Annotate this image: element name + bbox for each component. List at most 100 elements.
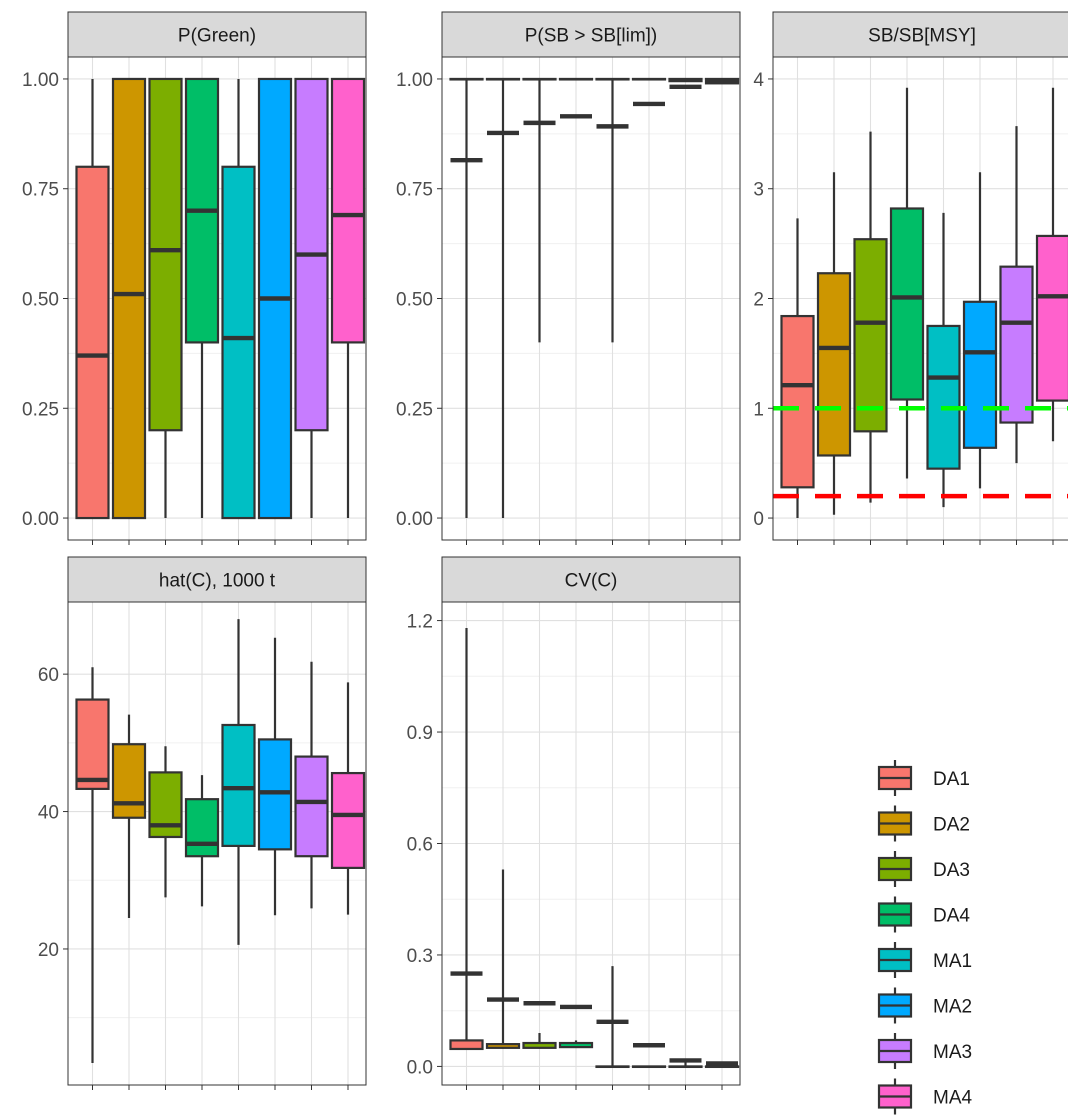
box-body [668,1065,703,1069]
box-DA3 [853,131,888,503]
box-body [889,207,925,401]
box-DA1 [75,667,110,1064]
box-MA4 [1035,87,1068,442]
legend-label: MA1 [933,951,972,972]
y-tick-label: 0.25 [22,399,59,420]
box-DA4 [184,77,220,519]
box-DA2 [485,869,521,1049]
box-body [330,77,366,344]
box-DA1 [449,628,484,1051]
box-body [449,77,484,81]
box-body [294,755,329,858]
box-body [75,165,110,520]
facet-title: P(Green) [178,26,256,47]
y-tick-label: 0.75 [396,180,433,201]
box-MA2 [962,172,998,489]
y-tick-label: 0 [753,509,764,530]
box-body [221,723,256,848]
box-body [595,77,630,81]
y-tick-label: 3 [753,180,764,201]
y-tick-label: 0.25 [396,399,433,420]
y-tick-label: 1.00 [396,70,433,91]
box-body [999,265,1034,424]
y-tick-label: 0.9 [407,723,433,744]
box-body [221,165,256,520]
box-body [449,1039,484,1051]
facet-panel: P(SB > SB[lim]) 0.00 0.25 0.50 0.75 1.00 [396,11,741,545]
box-DA4 [558,77,594,119]
facet-panel: CV(C) 0.0 0.3 0.6 0.9 1.2 [407,556,741,1090]
legend-item: DA3 [877,851,970,887]
box-DA2 [111,77,147,520]
box-MA1 [595,966,630,1069]
y-tick-label: 1.00 [22,70,59,91]
legend-label: DA3 [933,860,970,881]
y-tick-label: 40 [38,803,59,824]
facet-title: SB/SB[MSY] [868,26,976,47]
box-body [558,77,594,81]
legend-label: MA4 [933,1088,973,1109]
facet-panel: hat(C), 1000 t 20 40 60 [38,556,367,1090]
y-tick-label: 20 [38,940,59,961]
facet-strip [67,11,367,58]
y-tick-label: 4 [753,70,764,91]
y-tick-label: 2 [753,290,764,311]
legend-label: DA2 [933,815,970,836]
panel-border [772,56,1068,541]
box-body [485,77,521,81]
y-tick-label: 0.50 [22,290,59,311]
box-DA2 [816,172,852,515]
box-MA4 [704,1061,740,1069]
box-body [111,743,147,819]
box-MA1 [221,78,256,520]
facet-strip [441,11,741,58]
box-DA1 [780,218,815,519]
box-MA3 [294,77,329,519]
box-MA3 [294,661,329,909]
legend: DA1 DA2 DA3 DA4 MA1 MA2 MA3 MA4 [877,760,973,1115]
box-body [522,77,557,81]
box-MA2 [257,77,293,520]
box-DA4 [558,1004,594,1049]
legend-item: MA4 [877,1078,973,1115]
box-DA3 [148,746,183,898]
box-MA2 [257,637,293,916]
box-body [111,77,147,520]
y-tick-label: 0.00 [396,509,433,530]
box-body [485,1043,521,1049]
y-tick-label: 1.2 [407,612,433,633]
box-body [668,77,703,83]
facet-title: hat(C), 1000 t [159,571,276,592]
box-body [631,77,667,81]
y-tick-label: 0.0 [407,1057,433,1078]
box-body [704,1065,740,1069]
box-body [184,798,220,858]
box-body [558,1041,594,1049]
facet-strip [772,11,1068,58]
box-MA2 [631,77,667,107]
box-DA3 [522,77,557,343]
y-tick-label: 0.75 [22,180,59,201]
legend-label: DA4 [933,906,970,927]
box-body [595,1065,630,1069]
legend-item: MA2 [877,987,972,1024]
y-tick-label: 0.00 [22,509,59,530]
box-MA1 [221,619,256,945]
y-tick-label: 0.3 [407,946,433,967]
panel-border [67,56,367,541]
facet-title: CV(C) [565,571,618,592]
box-DA1 [75,78,110,520]
box-body [148,77,183,432]
box-MA4 [330,682,366,915]
box-body [926,324,961,470]
legend-label: MA3 [933,1042,972,1063]
box-MA2 [631,1043,667,1069]
box-body [853,238,888,433]
legend-item: MA1 [877,942,972,978]
y-tick-label: 0.6 [407,835,433,856]
box-body [780,314,815,489]
box-MA3 [999,126,1034,464]
legend-item: DA2 [877,805,970,842]
box-body [522,1041,557,1049]
